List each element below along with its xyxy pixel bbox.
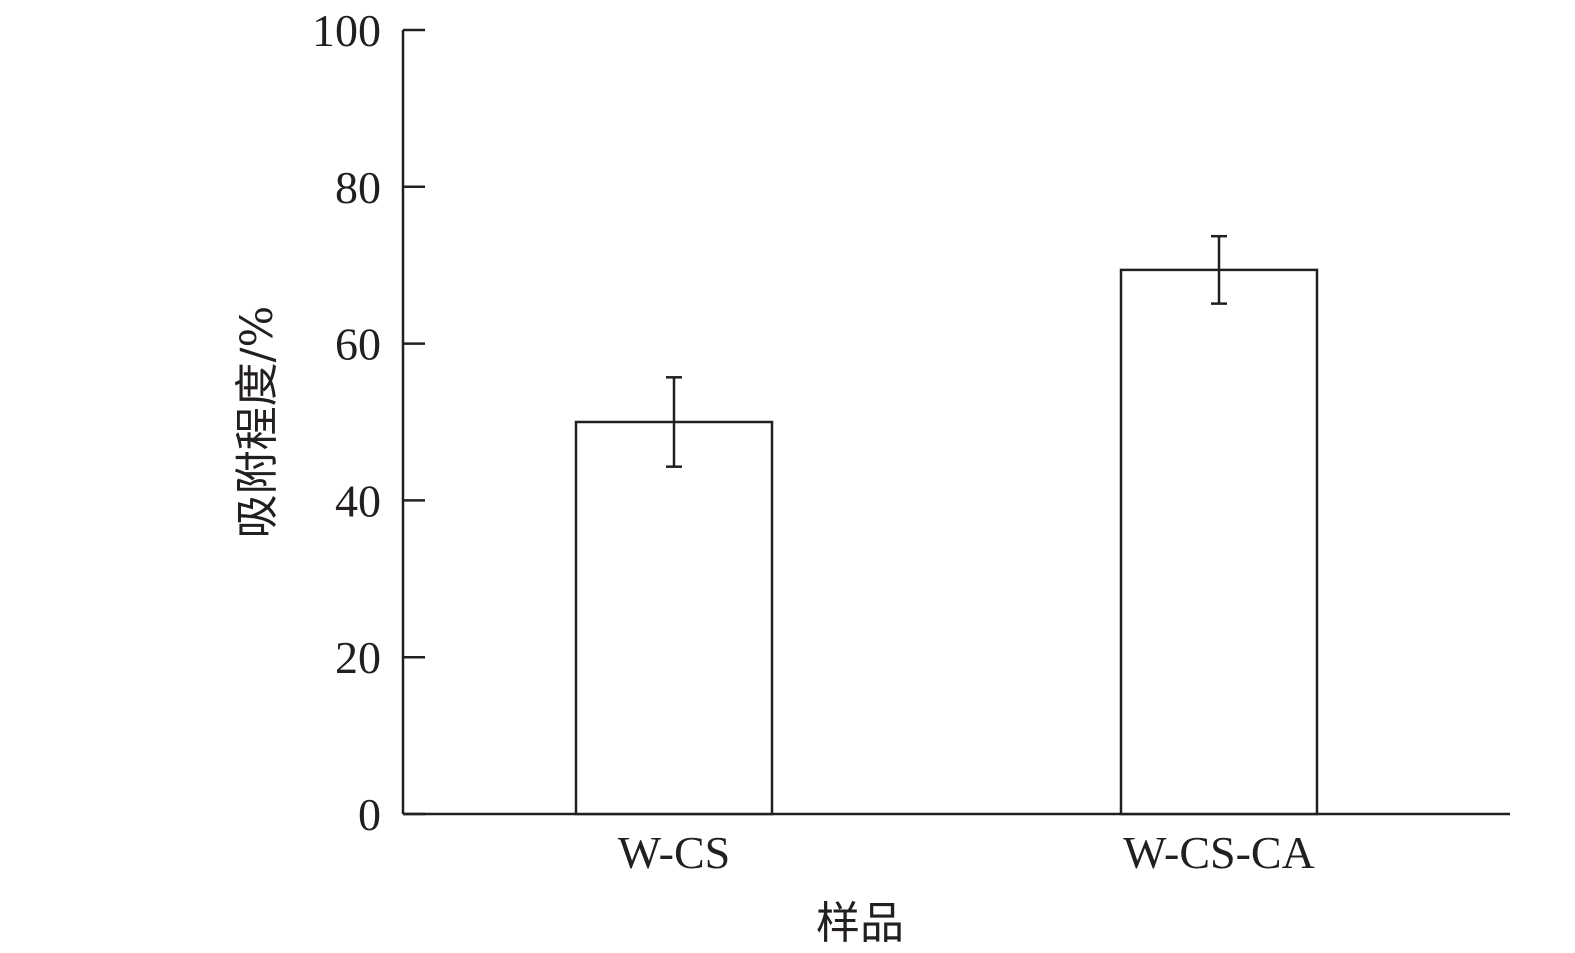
bar (574, 420, 774, 816)
y-axis-title: 吸附程度/% (232, 306, 283, 539)
x-category-label: W-CS (618, 827, 730, 878)
x-category-label: W-CS-CA (1123, 827, 1315, 878)
y-tick-label: 60 (335, 319, 381, 370)
axes (401, 30, 1510, 816)
x-axis-title: 样品 (816, 898, 904, 949)
bars (574, 268, 1319, 816)
y-tick-label: 100 (312, 5, 381, 56)
bar (1119, 268, 1319, 816)
y-ticks: 0 20 40 60 80 100 (312, 5, 425, 840)
error-bars (666, 234, 1227, 468)
y-tick-label: 20 (335, 632, 381, 683)
x-category-labels: W-CS W-CS-CA (618, 827, 1315, 878)
y-tick-label: 0 (358, 789, 381, 840)
y-tick-label: 40 (335, 475, 381, 526)
y-tick-label: 80 (335, 162, 381, 213)
